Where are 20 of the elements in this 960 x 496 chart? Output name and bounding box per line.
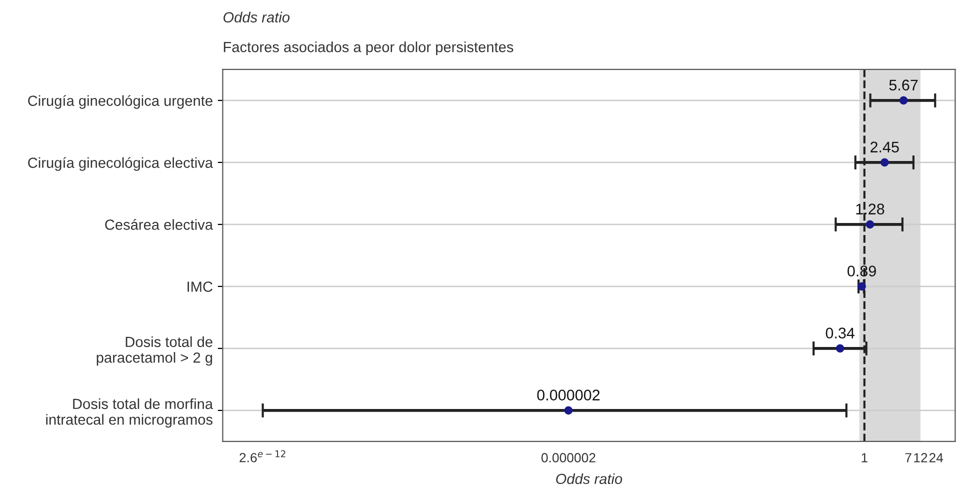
data-label: 2.45	[870, 142, 899, 152]
data-label: 1.28	[856, 204, 884, 214]
y-tick-label: Dosis total de morfina intratecal en microgramos	[46, 398, 214, 428]
x-tick-label: 12	[914, 453, 928, 462]
x-tick-label: 2.6$^{e−12}$	[240, 450, 286, 462]
y-tick-label: Dosis total de paracetamol > 2 g	[96, 336, 212, 366]
x-tick-label: 1	[862, 453, 868, 462]
chart-title: Odds ratio	[224, 12, 290, 22]
x-tick-label: 0.000002	[541, 453, 596, 462]
data-label: 0.34	[826, 328, 855, 338]
x-axis-title: Odds ratio	[556, 473, 622, 484]
chart-subtitle: Factores asociados a peor dolor persistentes	[224, 42, 514, 56]
x-tick-label: 7	[905, 453, 912, 462]
data-label: 5.67	[889, 80, 918, 90]
y-tick-label: Cirugía ginecológica urgente	[28, 95, 212, 109]
data-label: 0.000002	[537, 390, 600, 400]
y-tick-label: Cirugía ginecológica electiva	[28, 157, 214, 171]
y-tick-label: IMC	[188, 282, 212, 292]
x-tick-label: 24	[929, 453, 944, 462]
y-tick-label: Cesárea electiva	[105, 218, 214, 230]
